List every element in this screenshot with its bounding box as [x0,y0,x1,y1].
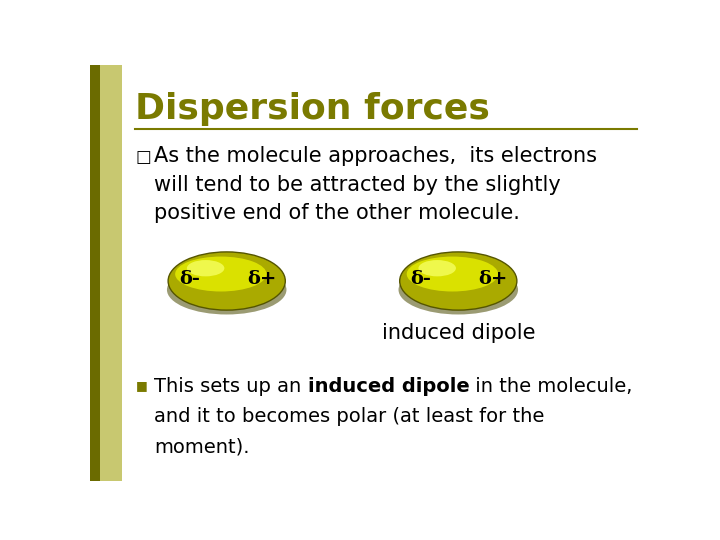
Text: δ-: δ- [179,270,199,288]
Ellipse shape [168,252,285,310]
Text: δ-: δ- [410,270,431,288]
Ellipse shape [418,260,456,276]
Text: moment).: moment). [154,437,250,456]
Ellipse shape [167,265,287,314]
Ellipse shape [407,256,498,292]
Text: □: □ [136,148,151,166]
Text: This sets up an: This sets up an [154,377,307,396]
Ellipse shape [175,256,266,292]
Text: δ+: δ+ [479,270,508,288]
Text: As the molecule approaches,  its electrons
will tend to be attracted by the slig: As the molecule approaches, its electron… [154,146,597,224]
Ellipse shape [398,265,518,314]
Text: induced dipole: induced dipole [307,377,469,396]
Text: Dispersion forces: Dispersion forces [135,92,490,126]
Text: δ+: δ+ [247,270,276,288]
Text: induced dipole: induced dipole [382,323,535,343]
Text: ■: ■ [136,379,148,392]
Text: in the molecule,: in the molecule, [469,377,633,396]
Bar [90,65,100,481]
Bar [100,65,122,481]
Ellipse shape [400,252,517,310]
Ellipse shape [187,260,225,276]
Text: and it to becomes polar (at least for the: and it to becomes polar (at least for th… [154,407,544,427]
